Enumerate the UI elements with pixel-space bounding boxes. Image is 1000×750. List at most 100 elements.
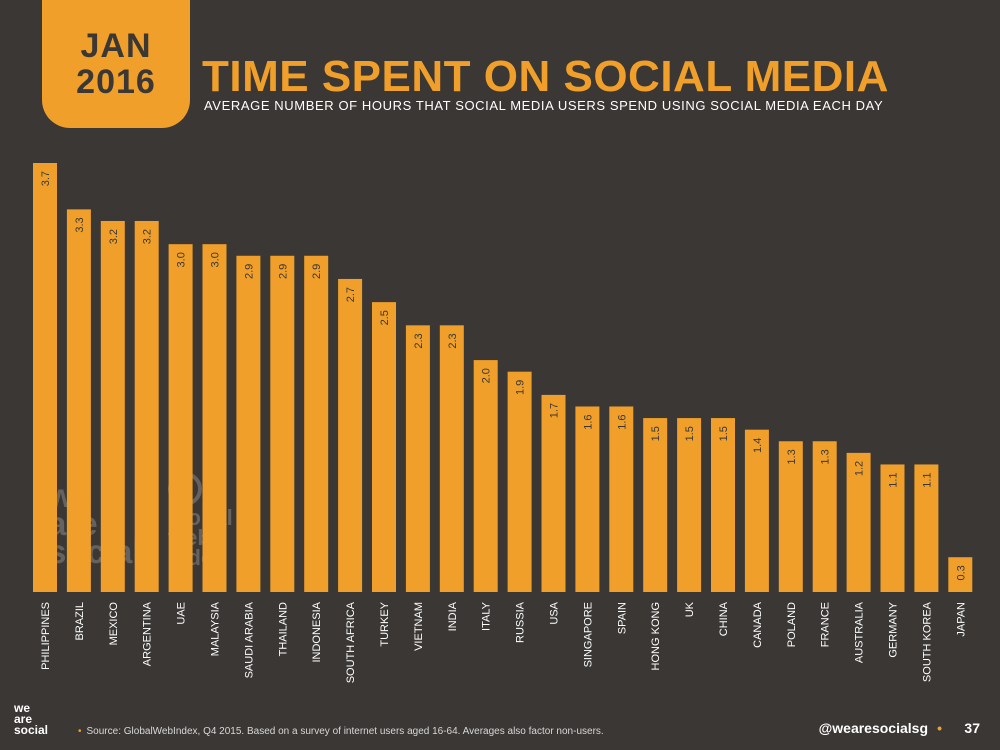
bar-uae xyxy=(168,244,193,592)
data-label: 3.2 xyxy=(142,229,154,244)
bar-russia xyxy=(507,371,532,592)
logo-line: are xyxy=(14,712,33,726)
data-label: 3.2 xyxy=(108,229,120,244)
bar-china xyxy=(711,418,735,592)
data-label: 2.7 xyxy=(345,287,357,302)
data-label: 3.7 xyxy=(40,171,52,186)
category-label: RUSSIA xyxy=(515,601,527,643)
bar-vietnam xyxy=(405,325,430,592)
data-label: 1.2 xyxy=(854,461,866,476)
category-label: SAUDI ARABIA xyxy=(243,601,255,678)
category-label: FRANCE xyxy=(820,602,832,647)
category-label: BRAZIL xyxy=(74,602,86,641)
social-handle[interactable]: @wearesocialsg xyxy=(818,720,928,736)
data-label: 1.3 xyxy=(820,449,832,464)
category-label: JAPAN xyxy=(955,602,967,637)
page-separator: • xyxy=(937,720,942,736)
bar-south-africa xyxy=(338,278,363,592)
data-label: 1.7 xyxy=(549,403,561,418)
data-label: 1.6 xyxy=(616,414,628,429)
data-label: 1.4 xyxy=(752,438,764,453)
logo-line: we xyxy=(14,701,31,715)
badge-month: JAN xyxy=(80,27,152,65)
category-label: ARGENTINA xyxy=(142,601,154,666)
page-subtitle: AVERAGE NUMBER OF HOURS THAT SOCIAL MEDI… xyxy=(204,98,884,113)
page-title: TIME SPENT ON SOCIAL MEDIA xyxy=(202,52,889,101)
category-label: MALAYSIA xyxy=(210,601,222,656)
data-label: 1.5 xyxy=(718,426,730,441)
category-label: INDIA xyxy=(447,601,459,631)
bar-australia xyxy=(846,452,871,592)
data-label: 3.0 xyxy=(176,252,188,267)
category-label: SOUTH KOREA xyxy=(921,601,933,682)
badge-year: 2016 xyxy=(76,63,156,101)
category-label: SINGAPORE xyxy=(582,602,594,667)
data-label: 2.3 xyxy=(447,333,459,348)
category-label: HONG KONG xyxy=(650,602,662,670)
data-label: 1.1 xyxy=(921,472,933,487)
logo-line: social xyxy=(14,723,49,737)
watermark-line: social xyxy=(48,533,142,570)
category-label: MEXICO xyxy=(108,602,120,646)
date-badge: JAN 2016 xyxy=(42,0,190,128)
bar-mexico xyxy=(100,220,125,593)
category-label: UAE xyxy=(176,602,188,625)
data-label: 2.5 xyxy=(379,310,391,325)
bar-italy xyxy=(473,360,498,592)
category-label: AUSTRALIA xyxy=(854,601,866,663)
bar-uk xyxy=(677,418,702,592)
bar-canada xyxy=(744,429,769,592)
category-label: THAILAND xyxy=(277,602,289,656)
we-are-social-logo: we are social xyxy=(14,701,49,737)
bar-hong-kong xyxy=(643,418,668,592)
bar-south-korea xyxy=(914,464,939,592)
data-label: 2.9 xyxy=(243,264,255,279)
category-label: USA xyxy=(549,601,561,624)
category-label: INDONESIA xyxy=(311,601,323,662)
category-label: VIETNAM xyxy=(413,602,425,651)
bar-japan xyxy=(948,557,973,592)
category-label: SPAIN xyxy=(616,602,628,634)
category-label: GERMANY xyxy=(888,601,900,657)
bar-argentina xyxy=(134,220,159,593)
data-label: 1.9 xyxy=(515,380,527,395)
bullet-icon: • xyxy=(78,726,82,737)
data-label: 1.1 xyxy=(888,472,900,487)
data-label: 2.0 xyxy=(481,368,493,383)
data-label: 1.3 xyxy=(786,449,798,464)
bar-indonesia xyxy=(304,255,329,592)
data-label: 3.0 xyxy=(210,252,222,267)
source-note: • Source: GlobalWebIndex, Q4 2015. Based … xyxy=(78,726,604,737)
category-label: CANADA xyxy=(752,601,764,648)
bar-malaysia xyxy=(202,244,227,592)
category-label: SOUTH AFRICA xyxy=(345,601,357,683)
bar-india xyxy=(439,325,464,592)
data-label: 1.6 xyxy=(582,414,594,429)
data-label: 2.9 xyxy=(277,264,289,279)
bar-germany xyxy=(880,464,905,592)
data-label: 2.9 xyxy=(311,264,323,279)
category-label: ITALY xyxy=(481,601,493,631)
data-label: 2.3 xyxy=(413,333,425,348)
bar-turkey xyxy=(372,302,396,592)
data-label: 0.3 xyxy=(955,565,967,580)
page-number: 37 xyxy=(964,720,980,736)
data-label: 3.3 xyxy=(74,217,86,232)
bar-singapore xyxy=(575,406,600,592)
category-label: CHINA xyxy=(718,601,730,636)
category-label: PHILIPPINES xyxy=(40,602,52,670)
data-label: 1.5 xyxy=(650,426,662,441)
category-label: UK xyxy=(684,601,696,617)
bar-saudi-arabia xyxy=(236,255,261,592)
category-label: POLAND xyxy=(786,602,798,647)
bar-spain xyxy=(609,406,634,592)
bar-brazil xyxy=(66,209,91,593)
data-label: 1.5 xyxy=(684,426,696,441)
source-text: Source: GlobalWebIndex, Q4 2015. Based o… xyxy=(86,726,604,737)
bar-thailand xyxy=(270,255,295,592)
bar-usa xyxy=(541,394,566,592)
bar-philippines xyxy=(33,163,57,592)
category-label: TURKEY xyxy=(379,601,391,646)
bar-poland xyxy=(778,441,803,592)
